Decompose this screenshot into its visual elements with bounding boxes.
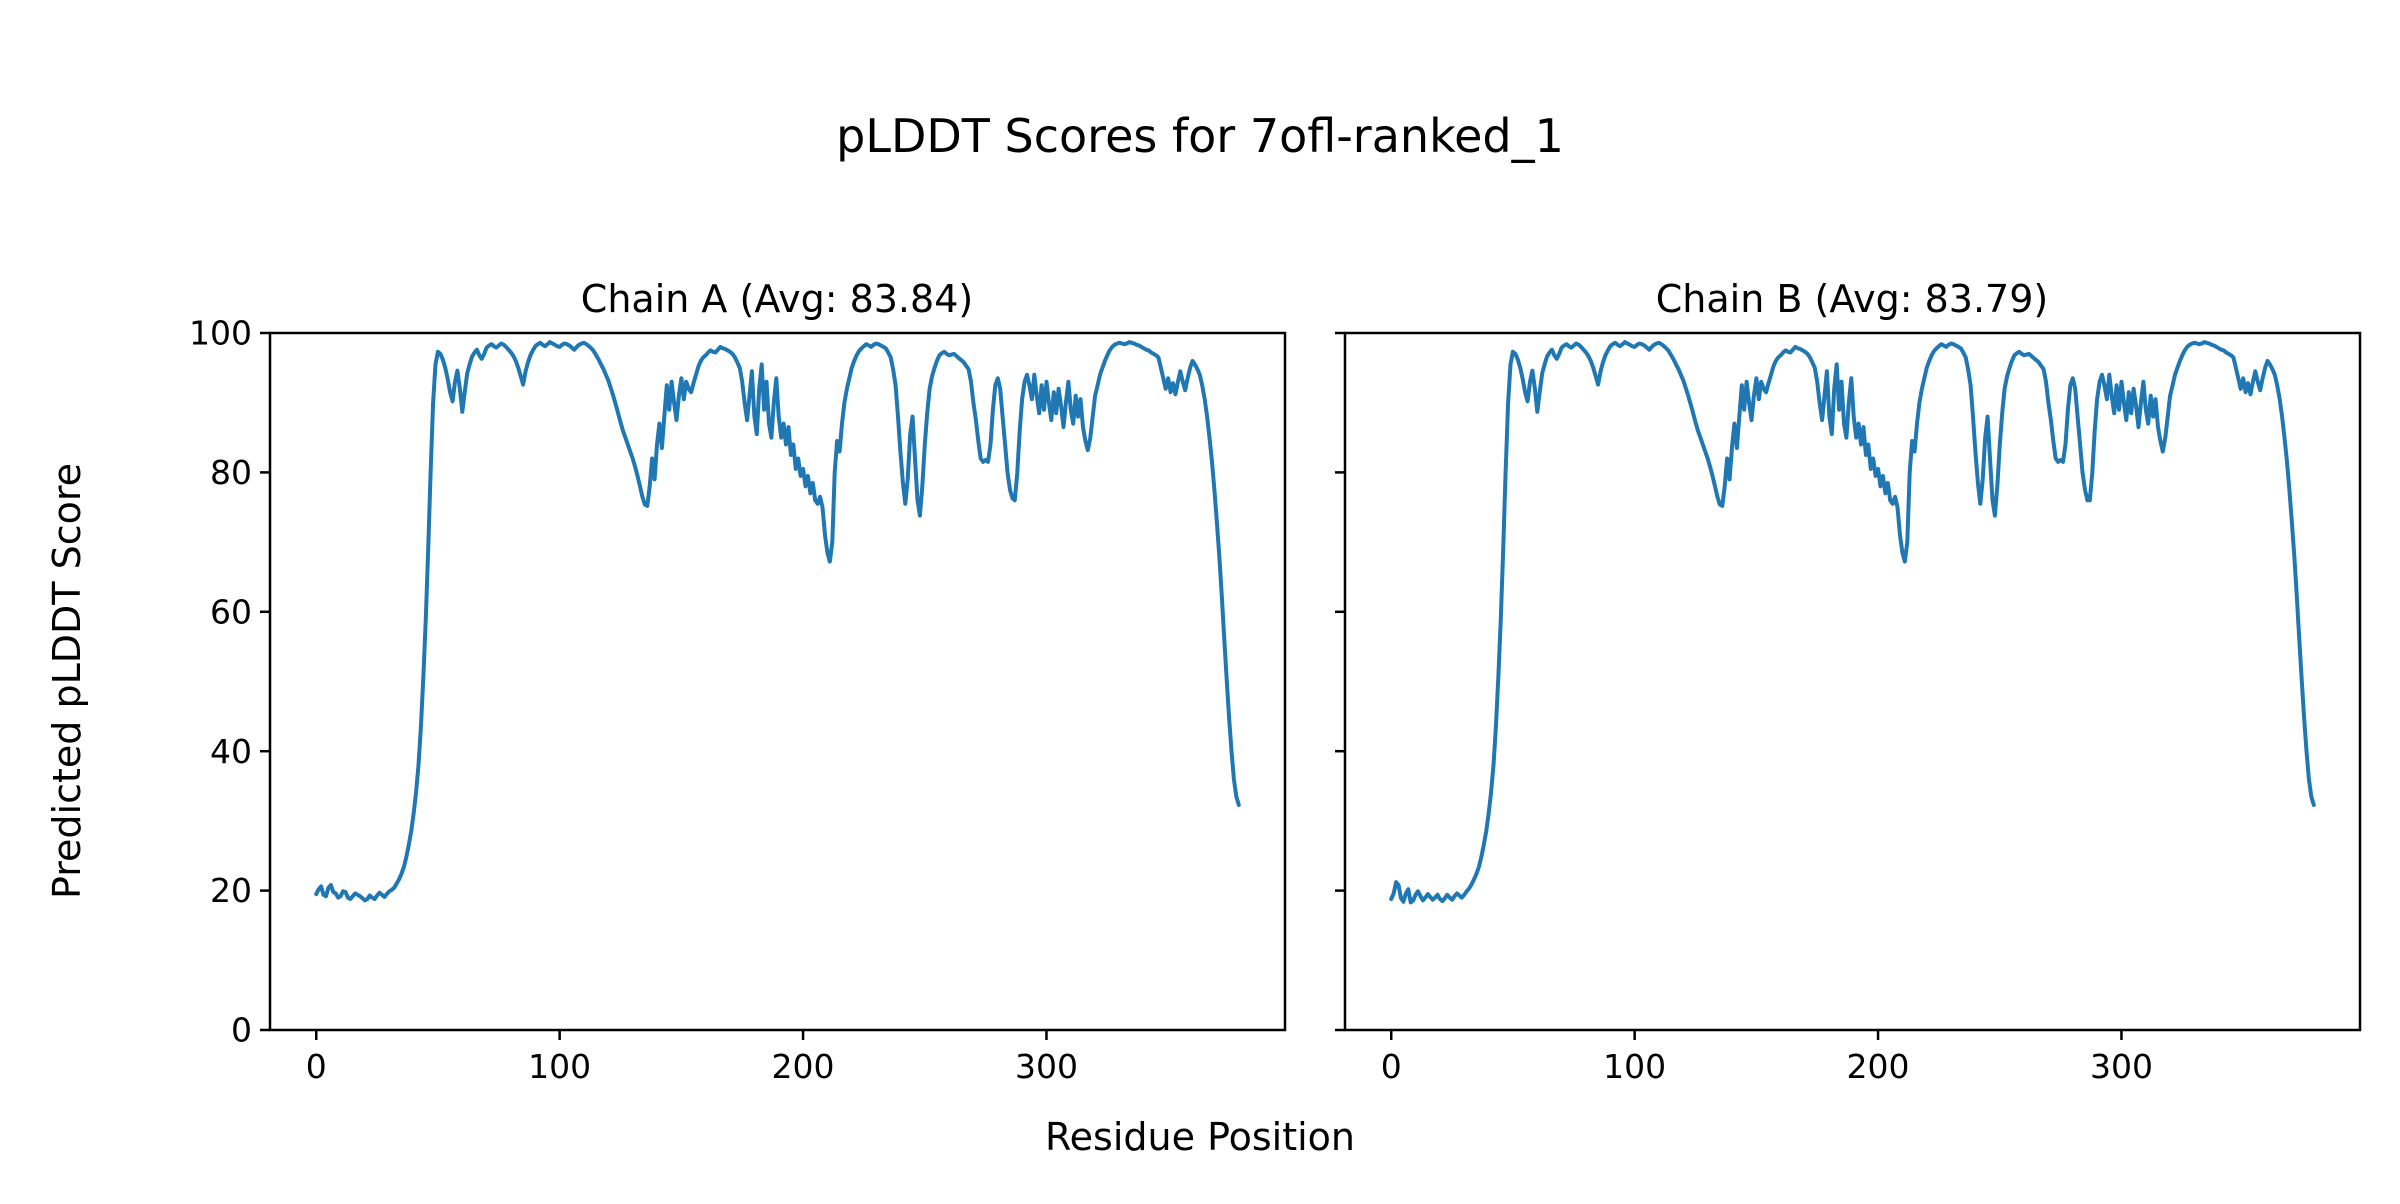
y-tick-label: 80 — [210, 453, 252, 492]
x-tick-label: 300 — [1015, 1047, 1078, 1086]
axes-frame — [268, 331, 1287, 1032]
y-tick-label: 60 — [210, 592, 252, 631]
x-tick-label: 0 — [1381, 1047, 1402, 1086]
x-tick-label: 100 — [528, 1047, 591, 1086]
x-tick-label: 200 — [772, 1047, 835, 1086]
y-tick-label: 0 — [231, 1011, 252, 1050]
y-tick-label: 20 — [210, 871, 252, 910]
figure-title: pLDDT Scores for 7ofl-ranked_1 — [836, 109, 1564, 163]
x-tick-label: 0 — [306, 1047, 327, 1086]
axes-frame — [1343, 331, 2362, 1032]
x-tick-label: 300 — [2090, 1047, 2153, 1086]
x-axis-label: Residue Position — [1045, 1115, 1355, 1159]
subplot-b-title: Chain B (Avg: 83.79) — [1656, 277, 2048, 321]
x-tick-label: 200 — [1847, 1047, 1910, 1086]
y-tick-label: 100 — [189, 314, 252, 353]
x-tick-label: 100 — [1603, 1047, 1666, 1086]
y-axis-label: Predicted pLDDT Score — [45, 463, 89, 899]
y-tick-label: 40 — [210, 732, 252, 771]
subplot-chain-b: 0 100 200 300 — [1335, 331, 2362, 1086]
plddt-line-chain-a — [314, 340, 1241, 903]
subplot-a-title: Chain A (Avg: 83.84) — [581, 277, 973, 321]
subplot-chain-a: 0 100 200 300 0 20 40 60 80 100 — [189, 314, 1287, 1086]
plddt-line-chain-b — [1389, 340, 2316, 905]
